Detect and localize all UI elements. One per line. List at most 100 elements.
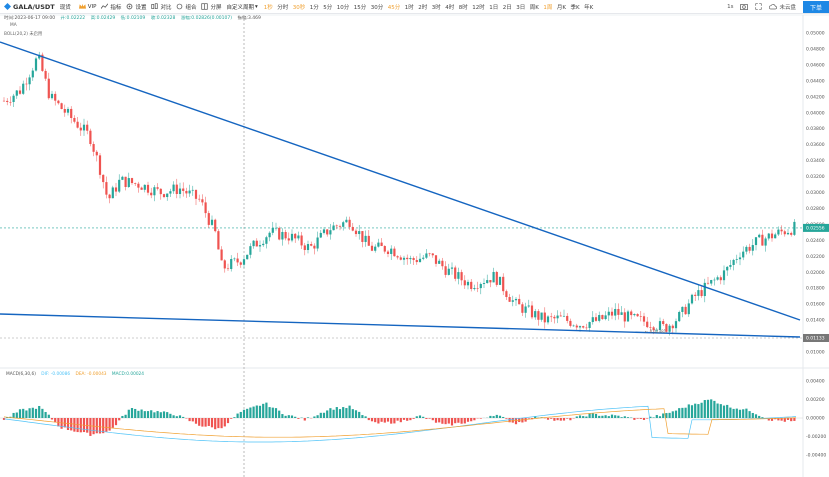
- order-button[interactable]: 下单: [803, 1, 829, 13]
- timeframe-4[interactable]: 5分: [323, 4, 333, 11]
- candle-body: [671, 325, 674, 329]
- timeframe-15[interactable]: 1日: [489, 4, 499, 11]
- macd-bar: [268, 407, 271, 418]
- symbol-selector[interactable]: GALA/USDT: [4, 3, 55, 11]
- timeframe-13[interactable]: 8时: [458, 4, 468, 11]
- candle-body: [146, 184, 150, 193]
- candle-body: [406, 257, 409, 260]
- macd-bar: [153, 412, 156, 418]
- candle-body: [194, 189, 198, 199]
- timeframe-6[interactable]: 15分: [353, 4, 367, 11]
- candle-body: [361, 231, 364, 242]
- macd-bar: [639, 418, 642, 419]
- timeframe-18[interactable]: 周K: [529, 4, 539, 11]
- timeframe-1[interactable]: 分时: [277, 4, 289, 11]
- macd-bar: [399, 418, 402, 423]
- timeframe-12[interactable]: 4时: [445, 4, 455, 11]
- candle-body: [9, 101, 12, 103]
- macd-bar: [28, 408, 31, 418]
- macd-bar: [140, 409, 143, 418]
- camera-icon[interactable]: [740, 3, 749, 12]
- macd-bar: [233, 417, 236, 418]
- candle-body: [697, 290, 700, 296]
- candle-body: [588, 322, 591, 328]
- timeframe-9[interactable]: 1时: [404, 4, 414, 11]
- timeframe-0[interactable]: 1秒: [263, 4, 273, 11]
- macd-bar: [546, 418, 550, 420]
- candle-body: [370, 245, 374, 251]
- price-tick-10: 0.03000: [806, 190, 825, 196]
- lower-trendline[interactable]: [0, 313, 801, 338]
- trendlines-layer[interactable]: [0, 41, 801, 338]
- ma-indicator-label[interactable]: MA: [10, 23, 17, 28]
- compare-button[interactable]: 对比: [151, 3, 171, 11]
- timeframe-7[interactable]: 30分: [370, 4, 384, 11]
- price-tick-18: 0.01400: [806, 318, 825, 324]
- split-button[interactable]: 分屏: [201, 3, 222, 11]
- macd-bar: [646, 418, 649, 419]
- cloud-save-button[interactable]: 未云盘: [769, 3, 796, 11]
- macd-bar: [428, 418, 431, 419]
- macd-bar: [121, 415, 124, 418]
- macd-bar: [319, 412, 322, 418]
- upper-trendline[interactable]: [0, 41, 801, 321]
- candle-body: [306, 244, 310, 251]
- macd-bar: [719, 404, 722, 418]
- macd-bar: [166, 412, 169, 418]
- candle-body: [572, 325, 575, 327]
- macd-bar: [262, 403, 265, 418]
- interval-indicator[interactable]: 1s: [727, 4, 734, 10]
- boll-indicator-label[interactable]: BOLL(20,2) 未启用: [4, 32, 43, 37]
- price-tick-17: 0.01600: [806, 302, 825, 308]
- vip-button[interactable]: VIP: [78, 3, 96, 10]
- candle-body: [92, 144, 95, 152]
- expand-icon[interactable]: [755, 2, 763, 12]
- timeframe-20[interactable]: 月K: [556, 4, 567, 11]
- macd-bar: [690, 405, 694, 418]
- timeframe-2[interactable]: 30秒: [292, 4, 306, 11]
- macd-bar: [527, 418, 530, 419]
- candle-body: [175, 184, 178, 194]
- merge-button[interactable]: 组合: [176, 3, 196, 11]
- candle-body: [73, 117, 76, 122]
- candle-body: [348, 219, 351, 227]
- macd-bar: [473, 418, 476, 421]
- price-tick-4: 0.04200: [806, 94, 825, 100]
- timeframe-8[interactable]: 45分: [387, 4, 401, 11]
- timeframe-16[interactable]: 2日: [502, 4, 512, 11]
- timeframe-list: 1秒 分时 30秒 1分 5分 10分 15分 30分 45分 1时 2时 3时 4时 8时 12时 1日 2日…: [264, 3, 598, 11]
- timeframe-21[interactable]: 季K: [570, 4, 580, 11]
- timeframe-22[interactable]: 年K: [584, 4, 594, 11]
- macd-bar: [662, 413, 665, 418]
- candle-body: [790, 232, 793, 235]
- macd-bar: [422, 416, 425, 418]
- macd-bar: [198, 418, 201, 426]
- timeframe-19[interactable]: 1周: [543, 4, 553, 11]
- timeframe-3[interactable]: 1分: [309, 4, 319, 11]
- macd-dif: DIF: -0.00086: [41, 372, 71, 377]
- macd-bar: [470, 418, 473, 422]
- timeframe-5[interactable]: 10分: [336, 4, 350, 11]
- candle-body: [377, 242, 380, 247]
- macd-bar: [684, 407, 687, 418]
- settings-button[interactable]: 设置: [126, 3, 146, 11]
- candle-body: [604, 315, 607, 320]
- custom-period-dropdown[interactable]: 自定义周期 ▾: [227, 3, 258, 11]
- candle-body: [60, 103, 63, 109]
- macd-bar: [169, 413, 172, 418]
- timeframe-10[interactable]: 2时: [418, 4, 428, 11]
- macd-bar: [758, 415, 761, 418]
- macd-bar: [322, 412, 326, 418]
- candle-body: [530, 305, 534, 318]
- candle-body: [441, 260, 444, 267]
- macd-indicator-label[interactable]: MACD(6,30,6) DIF: -0.00086 DEA: -0.00043…: [6, 372, 144, 377]
- candle-body: [662, 321, 665, 325]
- indicators-button[interactable]: 指标: [101, 3, 121, 11]
- timeframe-14[interactable]: 12时: [472, 4, 485, 11]
- macd-bar: [335, 407, 338, 418]
- candle-body: [777, 229, 780, 235]
- timeframe-11[interactable]: 3时: [431, 4, 441, 11]
- timeframe-17[interactable]: 3日: [516, 4, 526, 11]
- macd-bar: [207, 418, 210, 426]
